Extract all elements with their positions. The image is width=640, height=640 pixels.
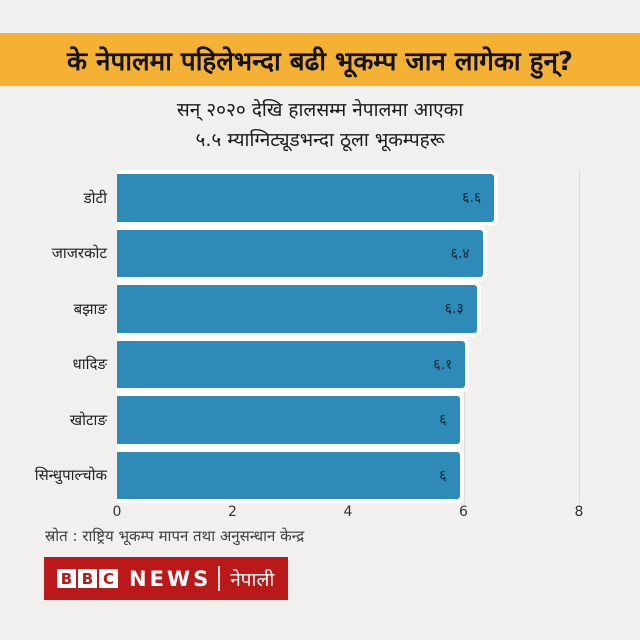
bbc-block-c: C (99, 569, 118, 588)
chart-title-line1: सन् २०२० देखि हालसम्म नेपालमा आएका (176, 99, 464, 121)
bar-sindhupalchok: ६ (117, 447, 464, 503)
x-axis: 0 2 4 6 8 (113, 503, 584, 522)
bbc-news-nepali-logo: B B C NEWS नेपाली (44, 557, 288, 600)
x-tick-6: 6 (459, 504, 468, 520)
category-label: बझाङ (73, 299, 107, 318)
bar-jajarkot: ६.४ (117, 225, 487, 281)
plot-cell: ६ (117, 447, 579, 503)
bar-value: ६.३ (444, 301, 464, 318)
headline-banner: के नेपालमा पहिलेभन्दा बढी भूकम्प जान लाग… (0, 33, 640, 86)
bar-khotang: ६ (117, 392, 464, 448)
plot-cell: ६.४ (117, 225, 579, 281)
bar-bajhang: ६.३ (117, 281, 481, 337)
bbc-service-label: नेपाली (230, 568, 275, 591)
bar-row-dhading: धादिङ ६.१ (0, 336, 640, 392)
bar-value: ६ (439, 412, 447, 429)
category-label: खोटाङ (69, 410, 107, 429)
source-attribution: स्रोत : राष्ट्रिय भूकम्प मापन तथा अनुसन्… (45, 527, 305, 545)
logo-divider (218, 566, 221, 591)
bbc-news-label: NEWS (129, 566, 212, 591)
x-tick-8: 8 (574, 504, 584, 520)
bar-value: ६.१ (433, 356, 453, 373)
bbc-block-b1: B (57, 569, 76, 588)
plot-cell: ६ (117, 392, 579, 448)
bar-row-jajarkot: जाजरकोट ६.४ (0, 225, 640, 281)
plot-cell: ६.६ (117, 170, 579, 226)
bar-row-sindhupalchok: सिन्धुपाल्चोक ६ (0, 447, 640, 503)
category-label: धादिङ (72, 355, 107, 374)
bar-value: ६ (439, 467, 447, 484)
bar-dhading: ६.१ (117, 336, 470, 392)
gridline-8 (579, 170, 580, 503)
bar-doti: ६.६ (117, 170, 499, 226)
bar-chart: डोटी ६.६ जाजरकोट ६.४ बझाङ ६.३ (0, 170, 640, 503)
chart-title-line2: ५.५ म्याग्निट्यूडभन्दा ठूला भूकम्पहरू (195, 129, 445, 151)
plot-cell: ६.१ (117, 336, 579, 392)
x-tick-4: 4 (343, 504, 353, 520)
chart-title: सन् २०२० देखि हालसम्म नेपालमा आएका ५.५ म… (0, 95, 640, 155)
bar-rows: डोटी ६.६ जाजरकोट ६.४ बझाङ ६.३ (0, 170, 640, 503)
bar-row-khotang: खोटाङ ६ (0, 392, 640, 448)
footer: B B C NEWS नेपाली (0, 557, 640, 600)
x-tick-2: 2 (228, 504, 237, 520)
bar-row-doti: डोटी ६.६ (0, 170, 640, 226)
bar-value: ६.४ (450, 245, 470, 262)
category-label: जाजरकोट (51, 244, 107, 263)
headline-text: के नेपालमा पहिलेभन्दा बढी भूकम्प जान लाग… (67, 46, 573, 77)
category-label: सिन्धुपाल्चोक (34, 466, 107, 485)
bar-row-bajhang: बझाङ ६.३ (0, 281, 640, 337)
bar-value: ६.६ (462, 190, 482, 207)
bbc-block-b2: B (78, 569, 97, 588)
x-tick-0: 0 (112, 504, 122, 520)
category-label: डोटी (83, 188, 107, 207)
plot-cell: ६.३ (117, 281, 579, 337)
